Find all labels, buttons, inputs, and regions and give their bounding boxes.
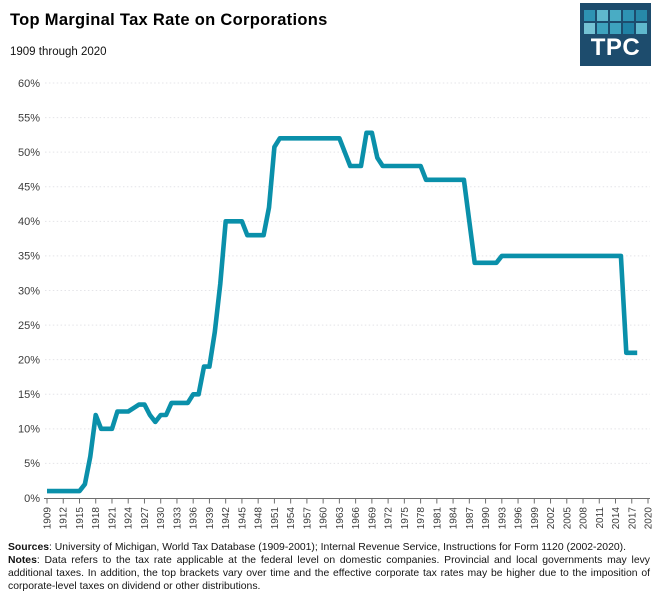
x-axis-label: 1933 <box>172 507 183 530</box>
page-subtitle: 1909 through 2020 <box>10 46 107 58</box>
tax-rate-line-chart: 0% 5% 10% 15% 20% 25% 30% 35% 40% 45% 50% 55% 60% 190… <box>18 78 655 530</box>
x-axis-label: 1960 <box>319 507 330 530</box>
x-axis-label: 2017 <box>627 507 638 530</box>
sources-text: : University of Michigan, World Tax Data… <box>49 542 626 553</box>
y-axis-label: 5% <box>24 458 40 470</box>
footnotes: Sources: University of Michigan, World T… <box>8 542 650 594</box>
logo-square <box>584 10 595 21</box>
x-axis-label: 2020 <box>644 507 655 530</box>
logo-square <box>623 23 634 34</box>
logo-square <box>597 10 608 21</box>
x-axis-label: 2005 <box>562 507 573 530</box>
x-axis-label: 1966 <box>351 507 362 530</box>
x-axis-label: 1930 <box>156 507 167 530</box>
notes-text: : Data refers to the tax rate applicable… <box>8 554 650 592</box>
y-axis-label: 20% <box>18 354 40 366</box>
y-axis-label: 40% <box>18 216 40 228</box>
x-axis-label: 1993 <box>497 507 508 530</box>
x-axis-label: 1945 <box>237 507 248 530</box>
y-axis-label: 55% <box>18 112 40 124</box>
sources-label: Sources <box>8 542 50 553</box>
y-axis-label: 35% <box>18 251 40 263</box>
x-axis-label: 1954 <box>286 507 297 530</box>
x-axis-label: 1921 <box>107 507 118 530</box>
sources-note: Sources: University of Michigan, World T… <box>8 542 650 555</box>
y-axis-label: 45% <box>18 182 40 194</box>
y-axis-label: 10% <box>18 424 40 436</box>
x-axis-label: 1924 <box>124 507 135 530</box>
x-axis-label: 1951 <box>270 507 281 530</box>
x-axis-label: 1987 <box>465 507 476 530</box>
x-axis-label: 1996 <box>514 507 525 530</box>
x-axis-label: 2008 <box>579 507 590 530</box>
x-axis-label: 1984 <box>449 507 460 530</box>
logo-square <box>636 23 647 34</box>
x-axis-label: 1999 <box>530 507 541 530</box>
y-axis-label: 30% <box>18 285 40 297</box>
x-axis-label: 1909 <box>43 507 54 530</box>
x-axis-label: 1981 <box>432 507 443 530</box>
x-axis-label: 2014 <box>611 507 622 530</box>
x-axis-label: 1912 <box>59 507 70 530</box>
x-axis-label: 1939 <box>205 507 216 530</box>
tpc-logo-text: TPC <box>590 34 641 61</box>
x-axis-label: 1957 <box>302 507 313 530</box>
x-axis-label: 1936 <box>189 507 200 530</box>
x-axis-label: 1918 <box>91 507 102 530</box>
y-axis-label: 0% <box>24 493 40 505</box>
logo-square <box>584 23 595 34</box>
x-axis-label: 1927 <box>140 507 151 530</box>
x-axis-label: 1975 <box>400 507 411 530</box>
x-axis-label: 1972 <box>384 507 395 530</box>
x-axis-label: 2011 <box>595 507 606 529</box>
x-axis-label: 2002 <box>546 507 557 530</box>
x-axis-label: 1942 <box>221 507 232 530</box>
x-axis-label: 1963 <box>335 507 346 530</box>
x-axis-label: 1915 <box>75 507 86 530</box>
x-axis-label: 1948 <box>254 507 265 530</box>
page-title: Top Marginal Tax Rate on Corporations <box>10 11 328 29</box>
logo-square <box>610 23 621 34</box>
x-axis-label: 1978 <box>416 507 427 530</box>
notes-note: Notes: Data refers to the tax rate appli… <box>8 555 650 594</box>
y-axis-label: 15% <box>18 389 40 401</box>
tpc-logo: TPC <box>580 3 651 66</box>
tpc-logo-grid-icon <box>584 10 647 34</box>
logo-square <box>597 23 608 34</box>
tax-rate-line <box>47 130 638 494</box>
notes-label: Notes <box>8 554 37 566</box>
logo-square <box>610 10 621 21</box>
logo-square <box>623 10 634 21</box>
y-axis-label: 60% <box>18 78 40 90</box>
x-axis-label: 1990 <box>481 507 492 530</box>
y-axis-label: 50% <box>18 147 40 159</box>
y-axis-label: 25% <box>18 320 40 332</box>
x-axis-label: 1969 <box>367 507 378 530</box>
logo-square <box>636 10 647 21</box>
